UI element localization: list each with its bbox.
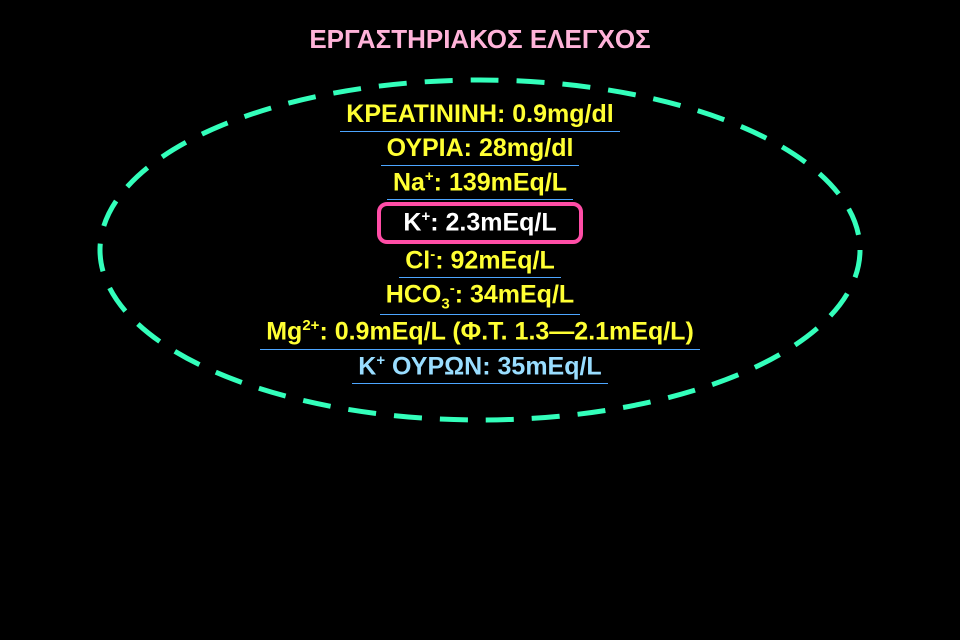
lab-value-line: Mg2+: 0.9mEq/L (Φ.Τ. 1.3—2.1mEq/L): [260, 317, 700, 349]
lab-value-line: Cl-: 92mEq/L: [399, 246, 560, 278]
lab-value-line: HCO3-: 34mEq/L: [380, 280, 580, 315]
lab-value-line: Na+: 139mEq/L: [387, 168, 573, 200]
lab-value-line: ΚΡΕΑΤΙΝΙΝΗ: 0.9mg/dl: [340, 100, 619, 132]
lab-value-line: K+: 2.3mEq/L: [377, 202, 582, 243]
lab-value-line: Κ+ ΟΥΡΩΝ: 35mEq/L: [352, 352, 607, 384]
page-title: ΕΡΓΑΣΤΗΡΙΑΚΟΣ ΕΛΕΓΧΟΣ: [0, 24, 960, 55]
lab-values-list: ΚΡΕΑΤΙΝΙΝΗ: 0.9mg/dlΟΥΡΙΑ: 28mg/dlNa+: 1…: [0, 100, 960, 384]
lab-value-line: ΟΥΡΙΑ: 28mg/dl: [381, 134, 580, 166]
